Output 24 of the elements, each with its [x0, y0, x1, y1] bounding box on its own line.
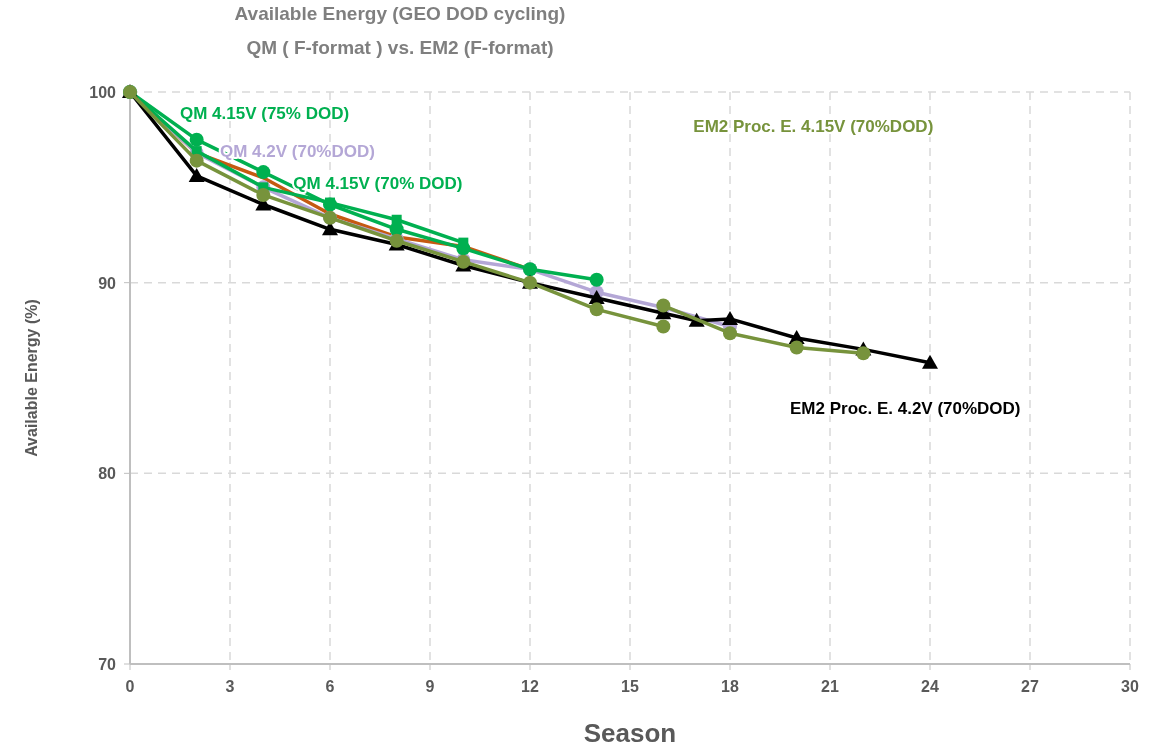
text: EM2 Proc. E. 4.15V (70%DOD): [693, 117, 934, 137]
x-tick-label: 15: [621, 678, 639, 695]
x-tick-label: 24: [921, 678, 939, 695]
chart-title: Available Energy (GEO DOD cycling): [234, 3, 566, 24]
x-tick-label: 9: [425, 678, 435, 695]
x-axis-title: Season: [583, 718, 677, 748]
text: EM2 Proc. E. 4.2V (70%DOD): [790, 399, 1021, 419]
x-tick-label: 0: [125, 678, 135, 695]
x-tick-label: 3: [225, 678, 235, 695]
y-tick-label: 90: [98, 274, 117, 292]
y-tick-label: 70: [98, 656, 117, 673]
series-label: QM 4.15V (75% DOD): [180, 103, 350, 123]
y-axis-title: Available Energy (%): [23, 299, 40, 457]
x-tick-label: 30: [1121, 678, 1139, 695]
x-tick-label: 18: [721, 678, 739, 695]
series-label: QM 4.15V (70% DOD): [293, 174, 463, 194]
y-tick-label: 80: [98, 465, 117, 483]
x-tick-label: 6: [325, 678, 335, 695]
series-label: QM 4.2V (70%DOD): [220, 141, 375, 161]
x-tick-label: 21: [821, 678, 839, 695]
x-tick-label: 27: [1021, 678, 1039, 695]
y-tick-label: 100: [89, 84, 117, 101]
chart-subtitle: QM ( F-format ) vs. EM2 (F-format): [246, 37, 554, 58]
x-tick-label: 12: [521, 678, 539, 695]
